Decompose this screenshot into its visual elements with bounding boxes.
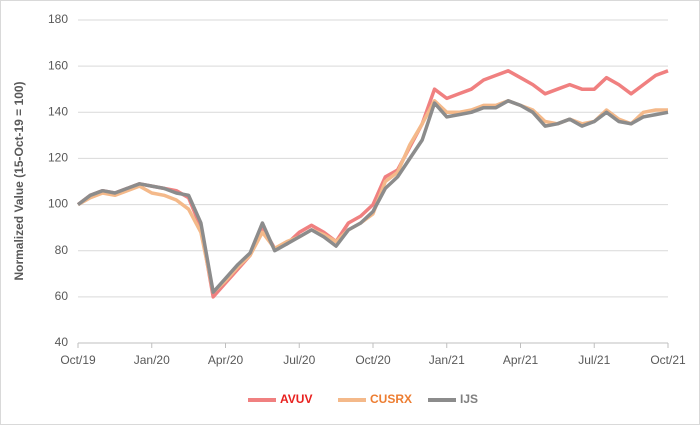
data-line (76, 99, 669, 294)
y-tick-label: 180 (48, 12, 68, 26)
x-tick-label: Oct/20 (355, 353, 391, 367)
x-tick-label: Jul/21 (578, 353, 610, 367)
y-tick-label: 140 (48, 104, 68, 118)
y-tick-label: 80 (55, 243, 69, 257)
y-tick-label: 120 (48, 151, 68, 165)
x-tick-label: Apr/20 (208, 353, 244, 367)
x-tick-label: Jan/21 (429, 353, 465, 367)
legend-label: AVUV (280, 392, 312, 406)
legend-label: IJS (460, 392, 478, 406)
legend-label: CUSRX (370, 392, 412, 406)
y-tick-label: 40 (55, 335, 69, 349)
x-tick-label: Oct/19 (60, 353, 96, 367)
y-axis-label: Normalized Value (15-Oct-19 = 100) (12, 81, 26, 280)
y-tick-label: 160 (48, 58, 68, 72)
x-tick-label: Jan/20 (134, 353, 170, 367)
data-line (76, 69, 669, 299)
x-tick-label: Jul/20 (283, 353, 315, 367)
x-tick-label: Apr/21 (503, 353, 539, 367)
y-tick-label: 100 (48, 197, 68, 211)
x-tick-label: Oct/21 (650, 353, 686, 367)
y-tick-label: 60 (55, 289, 69, 303)
